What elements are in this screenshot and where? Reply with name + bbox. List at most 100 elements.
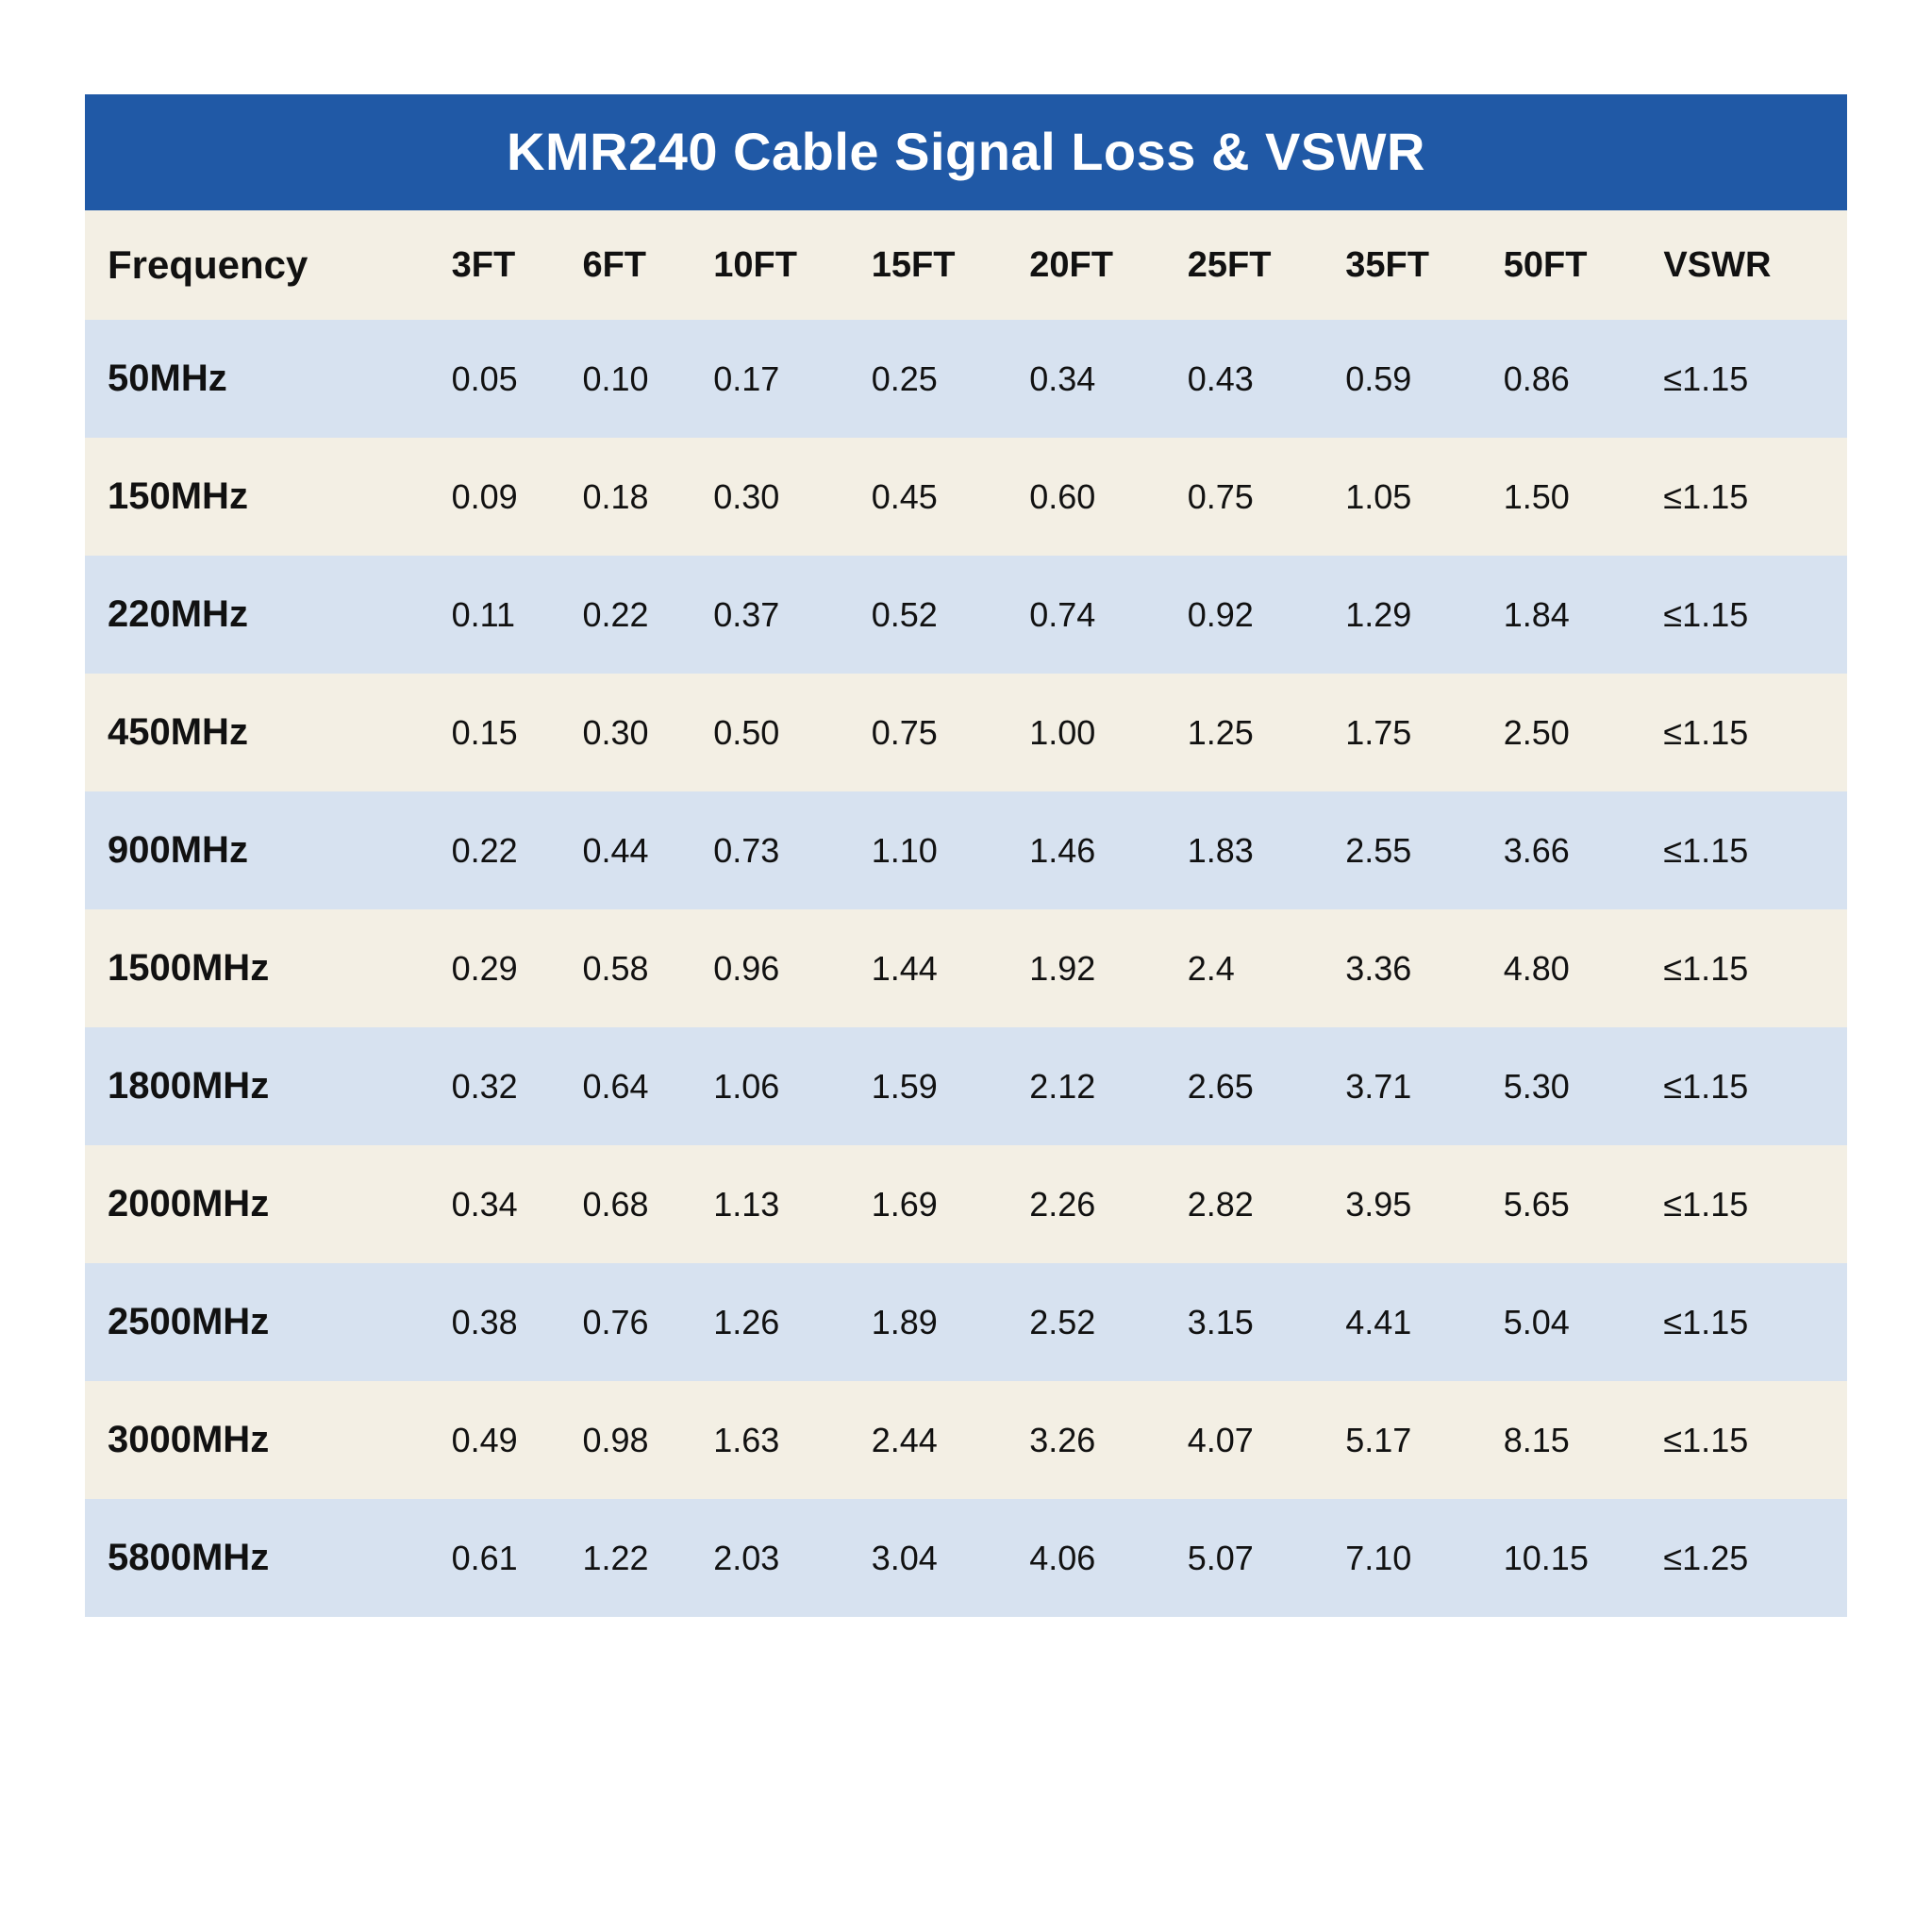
cell-value: 8.15 bbox=[1492, 1381, 1653, 1499]
cell-value: 2.52 bbox=[1018, 1263, 1176, 1381]
cell-value: 3.36 bbox=[1334, 909, 1492, 1027]
cell-value: 2.65 bbox=[1176, 1027, 1335, 1145]
cell-value: 1.22 bbox=[571, 1499, 702, 1617]
cell-value: ≤1.15 bbox=[1652, 1027, 1847, 1145]
cell-value: 4.80 bbox=[1492, 909, 1653, 1027]
cell-value: 2.82 bbox=[1176, 1145, 1335, 1263]
table-row: 2500MHz0.380.761.261.892.523.154.415.04≤… bbox=[85, 1263, 1847, 1381]
cell-value: 0.09 bbox=[441, 438, 572, 556]
cell-value: 4.41 bbox=[1334, 1263, 1492, 1381]
table-row: 50MHz0.050.100.170.250.340.430.590.86≤1.… bbox=[85, 320, 1847, 438]
cell-value: 1.63 bbox=[702, 1381, 860, 1499]
cell-value: 2.44 bbox=[860, 1381, 1019, 1499]
cell-value: 1.25 bbox=[1176, 674, 1335, 791]
cell-frequency: 2000MHz bbox=[85, 1145, 441, 1263]
col-25ft: 25FT bbox=[1176, 210, 1335, 320]
cell-frequency: 1800MHz bbox=[85, 1027, 441, 1145]
cell-value: 0.60 bbox=[1018, 438, 1176, 556]
table-row: 1800MHz0.320.641.061.592.122.653.715.30≤… bbox=[85, 1027, 1847, 1145]
cell-value: 1.69 bbox=[860, 1145, 1019, 1263]
cell-frequency: 220MHz bbox=[85, 556, 441, 674]
table-row: 1500MHz0.290.580.961.441.922.43.364.80≤1… bbox=[85, 909, 1847, 1027]
table-row: 2000MHz0.340.681.131.692.262.823.955.65≤… bbox=[85, 1145, 1847, 1263]
cell-value: 3.15 bbox=[1176, 1263, 1335, 1381]
col-10ft: 10FT bbox=[702, 210, 860, 320]
cell-value: 0.18 bbox=[571, 438, 702, 556]
cell-value: 0.68 bbox=[571, 1145, 702, 1263]
cell-value: 2.4 bbox=[1176, 909, 1335, 1027]
cell-value: 3.04 bbox=[860, 1499, 1019, 1617]
table-row: 3000MHz0.490.981.632.443.264.075.178.15≤… bbox=[85, 1381, 1847, 1499]
cell-value: 4.07 bbox=[1176, 1381, 1335, 1499]
cell-value: 0.10 bbox=[571, 320, 702, 438]
cell-value: ≤1.15 bbox=[1652, 1263, 1847, 1381]
cell-value: 0.22 bbox=[571, 556, 702, 674]
header-row: Frequency 3FT 6FT 10FT 15FT 20FT 25FT 35… bbox=[85, 210, 1847, 320]
col-vswr: VSWR bbox=[1652, 210, 1847, 320]
cell-value: 1.06 bbox=[702, 1027, 860, 1145]
cell-value: 7.10 bbox=[1334, 1499, 1492, 1617]
cell-value: 0.22 bbox=[441, 791, 572, 909]
cell-value: 5.65 bbox=[1492, 1145, 1653, 1263]
cell-value: ≤1.15 bbox=[1652, 320, 1847, 438]
cell-frequency: 5800MHz bbox=[85, 1499, 441, 1617]
cell-value: ≤1.15 bbox=[1652, 674, 1847, 791]
cell-value: 0.52 bbox=[860, 556, 1019, 674]
cell-value: 0.17 bbox=[702, 320, 860, 438]
cell-value: 1.10 bbox=[860, 791, 1019, 909]
cell-value: 5.30 bbox=[1492, 1027, 1653, 1145]
cell-value: 1.75 bbox=[1334, 674, 1492, 791]
cell-value: ≤1.15 bbox=[1652, 556, 1847, 674]
cell-value: 1.89 bbox=[860, 1263, 1019, 1381]
cell-value: ≤1.15 bbox=[1652, 438, 1847, 556]
table-title: KMR240 Cable Signal Loss & VSWR bbox=[85, 94, 1847, 210]
cell-value: 0.61 bbox=[441, 1499, 572, 1617]
cell-value: 0.98 bbox=[571, 1381, 702, 1499]
cell-value: 0.73 bbox=[702, 791, 860, 909]
cell-value: 0.44 bbox=[571, 791, 702, 909]
cell-value: ≤1.25 bbox=[1652, 1499, 1847, 1617]
cell-frequency: 900MHz bbox=[85, 791, 441, 909]
cell-value: 0.92 bbox=[1176, 556, 1335, 674]
cell-value: 0.37 bbox=[702, 556, 860, 674]
cell-frequency: 3000MHz bbox=[85, 1381, 441, 1499]
cell-value: 1.05 bbox=[1334, 438, 1492, 556]
cell-frequency: 50MHz bbox=[85, 320, 441, 438]
cell-value: 0.34 bbox=[441, 1145, 572, 1263]
cell-frequency: 450MHz bbox=[85, 674, 441, 791]
cell-value: 0.58 bbox=[571, 909, 702, 1027]
col-20ft: 20FT bbox=[1018, 210, 1176, 320]
cell-value: ≤1.15 bbox=[1652, 909, 1847, 1027]
cell-value: 1.92 bbox=[1018, 909, 1176, 1027]
cell-value: 0.25 bbox=[860, 320, 1019, 438]
cell-value: 0.43 bbox=[1176, 320, 1335, 438]
cell-value: 0.75 bbox=[1176, 438, 1335, 556]
cell-value: 4.06 bbox=[1018, 1499, 1176, 1617]
cell-value: 0.15 bbox=[441, 674, 572, 791]
cell-value: 0.45 bbox=[860, 438, 1019, 556]
signal-loss-table: Frequency 3FT 6FT 10FT 15FT 20FT 25FT 35… bbox=[85, 210, 1847, 1617]
col-35ft: 35FT bbox=[1334, 210, 1492, 320]
cell-frequency: 150MHz bbox=[85, 438, 441, 556]
cell-value: 0.64 bbox=[571, 1027, 702, 1145]
cell-value: 0.74 bbox=[1018, 556, 1176, 674]
cell-frequency: 2500MHz bbox=[85, 1263, 441, 1381]
cell-value: 1.29 bbox=[1334, 556, 1492, 674]
cell-value: 0.11 bbox=[441, 556, 572, 674]
col-frequency: Frequency bbox=[85, 210, 441, 320]
cell-value: 0.86 bbox=[1492, 320, 1653, 438]
cell-value: 0.30 bbox=[702, 438, 860, 556]
table-row: 450MHz0.150.300.500.751.001.251.752.50≤1… bbox=[85, 674, 1847, 791]
cell-value: 1.00 bbox=[1018, 674, 1176, 791]
cell-value: 1.84 bbox=[1492, 556, 1653, 674]
col-50ft: 50FT bbox=[1492, 210, 1653, 320]
cell-value: 1.59 bbox=[860, 1027, 1019, 1145]
cell-value: 2.03 bbox=[702, 1499, 860, 1617]
cell-value: 2.50 bbox=[1492, 674, 1653, 791]
cell-value: 0.75 bbox=[860, 674, 1019, 791]
cell-value: 10.15 bbox=[1492, 1499, 1653, 1617]
cell-value: 0.29 bbox=[441, 909, 572, 1027]
cell-frequency: 1500MHz bbox=[85, 909, 441, 1027]
cell-value: ≤1.15 bbox=[1652, 791, 1847, 909]
cell-value: 1.13 bbox=[702, 1145, 860, 1263]
